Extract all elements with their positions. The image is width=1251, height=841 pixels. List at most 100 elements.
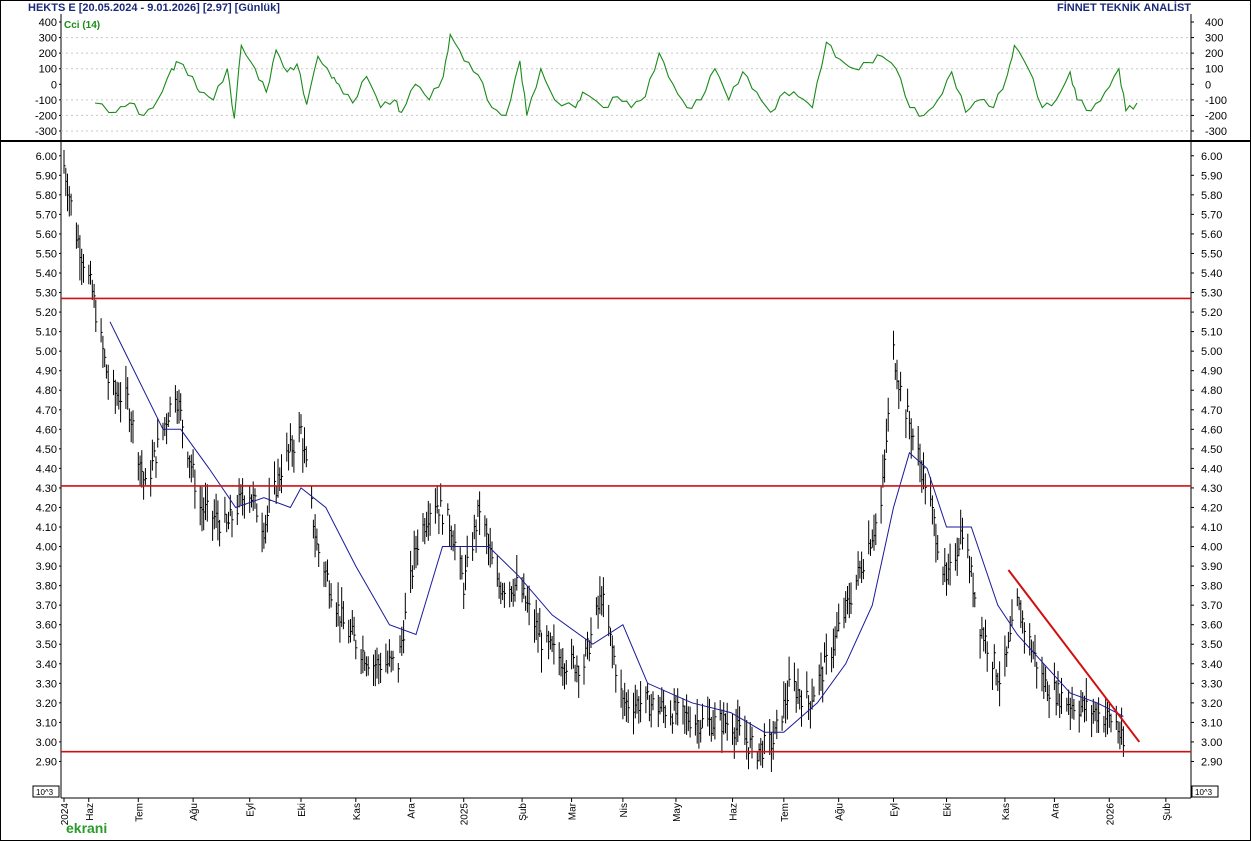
chart-header-symbol: HEKTS E [20.05.2024 - 9.01.2026] [2.97] … <box>28 2 280 14</box>
cci-tick-left: 100 <box>39 64 57 76</box>
price-tick-right: 3.80 <box>1201 581 1222 593</box>
chart-header-brand: FİNNET TEKNİK ANALİST <box>1056 2 1191 14</box>
price-tick-left: 5.60 <box>36 229 57 241</box>
x-tick-label: Şub <box>518 803 529 821</box>
x-tick-label: Ağu <box>189 803 200 821</box>
price-tick-right: 3.90 <box>1201 561 1222 573</box>
x-tick-label: Eki <box>943 803 954 817</box>
price-tick-right: 4.10 <box>1201 522 1222 534</box>
x-tick-label: Kas <box>1001 803 1012 820</box>
x-tick-label: Eki <box>297 803 308 817</box>
cci-tick-right: 300 <box>1205 33 1223 45</box>
price-tick-left: 5.30 <box>36 288 57 300</box>
price-tick-left: 4.20 <box>36 502 57 514</box>
price-tick-left: 3.00 <box>36 737 57 749</box>
price-tick-left: 6.00 <box>36 151 57 163</box>
price-tick-right: 4.00 <box>1201 542 1222 554</box>
cci-tick-right: 200 <box>1205 48 1223 60</box>
price-tick-right: 2.90 <box>1201 756 1222 768</box>
price-tick-left: 4.60 <box>36 424 57 436</box>
price-tick-right: 4.30 <box>1201 483 1222 495</box>
x-tick-label: Nis <box>619 803 630 817</box>
price-tick-right: 5.60 <box>1201 229 1222 241</box>
price-tick-right: 5.10 <box>1201 327 1222 339</box>
scale-label-left: 10^3 <box>36 788 54 797</box>
price-tick-left: 5.50 <box>36 248 57 260</box>
x-tick-label: Eyl <box>890 803 901 817</box>
cci-tick-left: 300 <box>39 33 57 45</box>
ekrani-logo: ekrani <box>66 820 108 836</box>
price-tick-right: 5.70 <box>1201 209 1222 221</box>
price-tick-left: 4.80 <box>36 385 57 397</box>
cci-tick-left: -300 <box>35 126 57 138</box>
price-tick-right: 4.50 <box>1201 444 1222 456</box>
x-tick-label: 2025 <box>460 803 471 826</box>
price-tick-left: 2.90 <box>36 756 57 768</box>
x-tick-label: Tem <box>780 803 791 822</box>
price-tick-right: 3.60 <box>1201 620 1222 632</box>
price-tick-left: 5.90 <box>36 170 57 182</box>
price-tick-right: 5.80 <box>1201 190 1222 202</box>
scale-label-right: 10^3 <box>1195 788 1213 797</box>
price-tick-right: 4.80 <box>1201 385 1222 397</box>
x-tick-label: May <box>672 803 683 822</box>
price-tick-left: 4.50 <box>36 444 57 456</box>
x-tick-label: Ağu <box>835 803 846 821</box>
x-tick-label: 2026 <box>1105 803 1116 826</box>
moving-average-line <box>109 321 1124 733</box>
cci-line <box>94 32 1138 119</box>
price-tick-left: 5.00 <box>36 346 57 358</box>
price-tick-right: 3.40 <box>1201 659 1222 671</box>
price-tick-right: 5.90 <box>1201 170 1222 182</box>
cci-tick-left: -100 <box>35 95 57 107</box>
cci-tick-right: 100 <box>1205 64 1223 76</box>
price-tick-right: 5.30 <box>1201 288 1222 300</box>
cci-tick-left: -200 <box>35 110 57 122</box>
price-tick-left: 3.20 <box>36 698 57 710</box>
cci-tick-right: 400 <box>1205 17 1223 29</box>
x-tick-label: Mar <box>568 802 579 820</box>
x-tick-label: Ara <box>407 803 418 819</box>
x-tick-label: Kas <box>352 803 363 820</box>
downtrend-line <box>1007 569 1141 743</box>
price-tick-right: 6.00 <box>1201 151 1222 163</box>
price-tick-left: 5.80 <box>36 190 57 202</box>
price-tick-left: 3.70 <box>36 600 57 612</box>
cci-tick-right: -200 <box>1205 110 1227 122</box>
x-tick-label: Tem <box>134 803 145 822</box>
cci-tick-right: 0 <box>1205 79 1211 91</box>
cci-tick-left: 0 <box>51 79 57 91</box>
x-tick-label: Haz <box>85 803 96 821</box>
price-tick-left: 3.90 <box>36 561 57 573</box>
price-tick-left: 4.00 <box>36 542 57 554</box>
scale-box-right <box>1191 785 1219 798</box>
price-tick-right: 4.20 <box>1201 502 1222 514</box>
price-tick-right: 3.20 <box>1201 698 1222 710</box>
price-tick-right: 3.10 <box>1201 717 1222 729</box>
price-tick-right: 5.50 <box>1201 248 1222 260</box>
price-tick-right: 3.30 <box>1201 678 1222 690</box>
cci-tick-right: -300 <box>1205 126 1227 138</box>
price-tick-left: 3.40 <box>36 659 57 671</box>
price-tick-left: 3.10 <box>36 717 57 729</box>
x-tick-label: Şub <box>1162 803 1173 821</box>
price-tick-left: 5.20 <box>36 307 57 319</box>
price-tick-right: 3.70 <box>1201 600 1222 612</box>
price-tick-left: 3.50 <box>36 639 57 651</box>
scale-box-left <box>32 785 60 798</box>
price-tick-left: 5.10 <box>36 327 57 339</box>
price-tick-right: 4.70 <box>1201 405 1222 417</box>
price-tick-left: 3.30 <box>36 678 57 690</box>
price-tick-left: 4.40 <box>36 463 57 475</box>
price-tick-right: 5.40 <box>1201 268 1222 280</box>
x-tick-label: 2024 <box>60 803 71 826</box>
price-tick-left: 4.90 <box>36 366 57 378</box>
price-tick-left: 3.60 <box>36 620 57 632</box>
price-tick-left: 4.10 <box>36 522 57 534</box>
x-tick-label: Ara <box>1050 803 1061 819</box>
price-tick-left: 5.70 <box>36 209 57 221</box>
price-tick-right: 4.40 <box>1201 463 1222 475</box>
price-tick-right: 5.00 <box>1201 346 1222 358</box>
